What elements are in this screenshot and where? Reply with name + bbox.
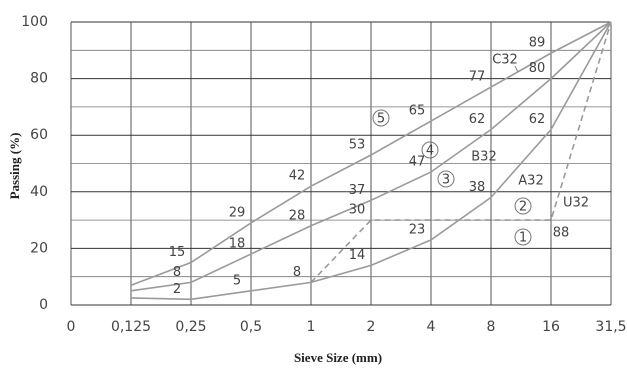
annotation-circle	[421, 141, 439, 159]
x-tick-label: 16	[542, 319, 560, 335]
data-label: 62	[469, 112, 486, 127]
data-label: 14	[349, 248, 366, 263]
annotation-circle	[437, 170, 455, 188]
data-label: 15	[169, 245, 186, 260]
series-label: U32	[563, 196, 589, 211]
data-label: 23	[409, 222, 426, 237]
annotation: 1	[519, 231, 527, 246]
y-tick-label: 60	[30, 127, 48, 143]
x-tick-label: 0,5	[240, 319, 262, 335]
x-tick-label: 4	[427, 319, 436, 335]
annotation-circle	[514, 197, 532, 215]
data-label: 42	[289, 169, 306, 184]
annotation: 3	[442, 173, 450, 188]
series-line	[130, 21, 612, 286]
x-tick-label: 0,125	[111, 319, 151, 335]
annotation-circle	[514, 228, 532, 246]
data-label: 38	[469, 180, 486, 195]
data-label: 8	[173, 265, 181, 280]
y-tick-label: 40	[30, 184, 48, 200]
y-tick-label: 100	[21, 14, 48, 30]
annotation: 4	[426, 144, 434, 159]
series-label: A32	[518, 174, 543, 189]
x-tick-label: 0,25	[175, 319, 206, 335]
data-label: 5	[233, 273, 241, 288]
data-label: 53	[349, 138, 366, 153]
data-label: 89	[529, 36, 546, 51]
leader-line	[514, 65, 519, 73]
series-label: C32	[492, 53, 518, 68]
data-label: 30	[349, 203, 366, 218]
y-tick-label: 0	[39, 297, 48, 313]
data-label: 2	[173, 282, 181, 297]
series-line	[130, 21, 612, 292]
x-tick-label: 2	[367, 319, 376, 335]
x-tick-label: 31,5	[595, 319, 626, 335]
y-axis-title: Passing (%)	[7, 133, 22, 200]
data-label: 65	[409, 104, 426, 119]
data-label: 29	[229, 205, 246, 220]
data-label: 37	[349, 183, 366, 198]
x-tick-label: 0	[67, 319, 76, 335]
x-tick-label: 1	[307, 319, 316, 335]
data-label: 8	[293, 265, 301, 280]
annotation: 2	[519, 200, 527, 215]
x-axis-title: Sieve Size (mm)	[294, 350, 382, 365]
annotation-circle	[372, 109, 390, 127]
series-line	[310, 21, 612, 283]
annotation: 5	[377, 112, 385, 127]
data-label: 77	[469, 70, 486, 85]
x-tick-label: 8	[487, 319, 496, 335]
data-label: 62	[529, 112, 546, 127]
series-label: B32	[471, 150, 496, 165]
series-line	[130, 21, 612, 301]
annotation: 88	[553, 226, 570, 241]
data-label: 18	[229, 237, 246, 252]
data-label: 47	[409, 154, 426, 169]
y-tick-label: 80	[30, 71, 48, 87]
data-label: 28	[289, 208, 306, 223]
y-tick-label: 20	[30, 240, 48, 256]
data-label: 80	[529, 61, 546, 76]
